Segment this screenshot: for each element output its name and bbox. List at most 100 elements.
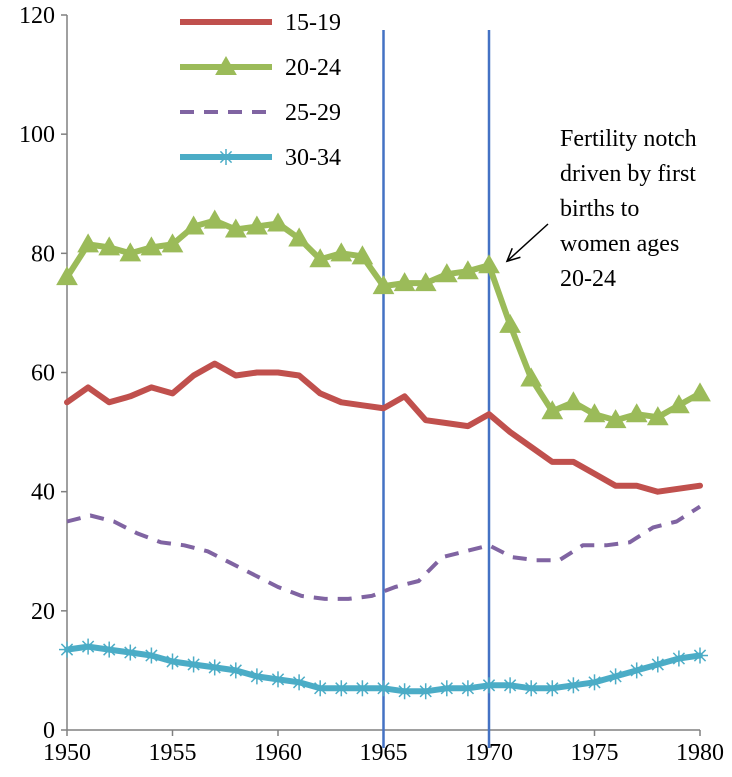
x-tick-label: 1950 (43, 740, 91, 766)
data-point (312, 680, 329, 697)
legend: 15-19 20-24 25-29 30-34 (180, 10, 341, 171)
y-tick-label: 20 (31, 599, 55, 625)
data-point (541, 400, 564, 420)
data-point (499, 313, 521, 333)
data-point (396, 683, 413, 700)
legend-item-30-34: 30-34 (180, 145, 341, 171)
y-tick-label: 80 (31, 241, 55, 267)
annotation-line: Fertility notch (560, 126, 697, 152)
data-point (414, 272, 437, 292)
data-point (393, 272, 416, 292)
data-point (565, 677, 582, 694)
legend-item-25-29: 25-29 (180, 100, 341, 126)
data-point (288, 227, 310, 247)
annotation-arrow (506, 223, 549, 262)
data-point (520, 367, 543, 387)
data-point (372, 275, 395, 295)
data-point (354, 680, 371, 697)
data-point (182, 215, 205, 235)
series-group (56, 209, 711, 700)
legend-marker (218, 149, 234, 165)
data-point (523, 680, 540, 697)
data-point (457, 260, 479, 280)
data-point (143, 647, 160, 664)
data-point (649, 656, 666, 673)
y-tick-label: 120 (19, 3, 55, 29)
data-point (668, 394, 690, 414)
data-point (604, 409, 627, 429)
y-tick-label: 0 (43, 718, 55, 744)
data-point (478, 254, 500, 274)
data-point (122, 644, 139, 661)
y-tick-label: 60 (31, 361, 55, 387)
reference-lines (382, 30, 491, 748)
annotation: Fertility notch driven by first births to w… (505, 126, 697, 292)
x-tick-label: 1960 (254, 740, 302, 766)
data-point (206, 659, 223, 676)
data-point (333, 680, 350, 697)
annotation-line: births to (560, 196, 639, 222)
x-tick-label: 1975 (571, 740, 619, 766)
data-point (164, 653, 181, 670)
data-point (562, 391, 585, 411)
data-point (101, 641, 118, 658)
data-point (248, 668, 265, 685)
data-point (227, 662, 244, 679)
data-point (203, 209, 226, 229)
data-point (481, 677, 497, 694)
data-point (185, 656, 202, 673)
data-point (309, 248, 332, 268)
data-point (502, 677, 519, 694)
annotation-line: women ages (560, 231, 679, 257)
data-point (628, 662, 645, 679)
data-point (270, 671, 286, 688)
data-point (375, 680, 392, 697)
data-point (435, 263, 458, 283)
annotation-arrowhead (505, 247, 521, 263)
data-point (77, 233, 99, 253)
y-tick-label: 40 (31, 480, 55, 506)
legend-label: 15-19 (285, 10, 341, 36)
data-point (246, 215, 268, 235)
annotation-line: driven by first (560, 161, 696, 187)
data-point (224, 218, 247, 238)
data-point (291, 674, 308, 691)
legend-label: 20-24 (285, 55, 341, 81)
data-point (544, 680, 561, 697)
data-point (417, 683, 434, 700)
series-15-19 (64, 360, 703, 495)
data-point (438, 680, 455, 697)
data-point (583, 403, 606, 423)
x-tick-label: 1955 (149, 740, 197, 766)
data-point (625, 403, 648, 423)
data-point (119, 242, 142, 262)
data-point (330, 242, 353, 262)
data-point (161, 233, 184, 253)
data-point (98, 236, 121, 256)
data-point (59, 641, 75, 658)
data-point (351, 245, 374, 265)
legend-label: 25-29 (285, 100, 341, 126)
legend-item-20-24: 20-24 (180, 55, 341, 81)
data-point (586, 674, 603, 691)
y-tick-label: 100 (19, 122, 55, 148)
series-30-34 (59, 638, 708, 700)
legend-label: 30-34 (285, 145, 341, 171)
data-point (80, 638, 97, 655)
legend-item-15-19: 15-19 (180, 10, 341, 36)
legend-marker (215, 55, 237, 75)
data-point (692, 647, 708, 664)
data-point (140, 236, 163, 256)
data-point (670, 650, 687, 667)
x-tick-label: 1980 (676, 740, 724, 766)
data-point (459, 680, 476, 697)
data-point (56, 266, 78, 286)
data-point (689, 382, 711, 402)
series-20-24 (56, 209, 711, 429)
series-line-15-19 (64, 360, 703, 495)
annotation-line: 20-24 (560, 266, 616, 292)
data-point (267, 212, 289, 232)
data-point (646, 406, 669, 426)
data-point (607, 668, 624, 685)
